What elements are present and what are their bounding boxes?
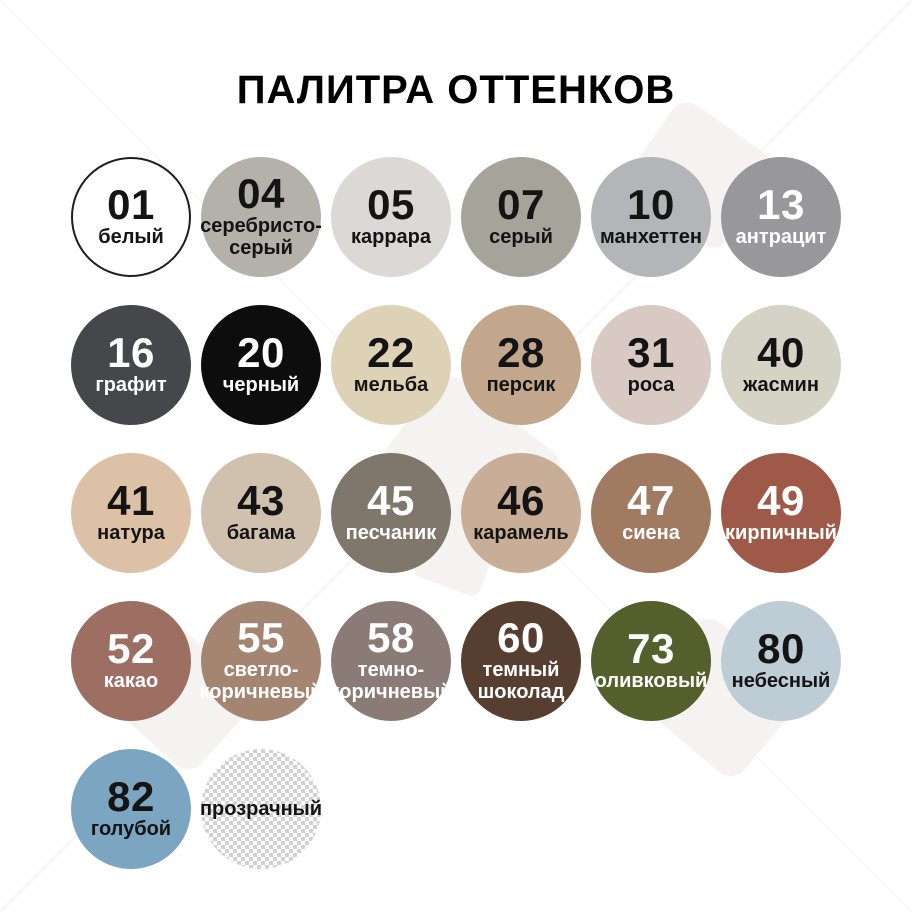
swatch-row-1: 01 белый 04 серебристо- серый 05 каррара… xyxy=(71,157,841,277)
swatch-20: 20 черный xyxy=(201,305,321,425)
swatch-49: 49 кирпичный xyxy=(721,453,841,573)
swatch-label: натура xyxy=(97,522,165,545)
swatch-28: 28 персик xyxy=(461,305,581,425)
swatch-label: антрацит xyxy=(735,226,827,249)
swatch-label: серый xyxy=(489,226,553,249)
swatch-label: манхеттен xyxy=(599,226,702,249)
swatch-label: багама xyxy=(226,522,296,545)
swatch-number: 73 xyxy=(627,625,675,673)
swatch-label: каррара xyxy=(350,226,432,249)
swatch-number: 58 xyxy=(367,614,415,662)
swatch-number: 82 xyxy=(107,773,155,821)
swatch-number: 31 xyxy=(627,329,675,377)
swatch-41: 41 натура xyxy=(71,453,191,573)
swatch-number: 52 xyxy=(107,625,155,673)
swatch-43: 43 багама xyxy=(201,453,321,573)
swatch-label: песчаник xyxy=(345,522,437,545)
swatch-number: 05 xyxy=(367,181,415,229)
swatch-55: 55 светло- коричневый xyxy=(199,601,323,721)
swatch-73: 73 оливковый xyxy=(591,601,711,721)
swatch-number: 16 xyxy=(107,329,155,377)
swatch-22: 22 мельба xyxy=(331,305,451,425)
swatch-label: оливковый xyxy=(594,670,708,693)
swatch-number: 13 xyxy=(757,181,805,229)
swatch-label: темный шоколад xyxy=(477,659,565,703)
swatch-31: 31 роса xyxy=(591,305,711,425)
swatch-label: мельба xyxy=(353,374,429,397)
swatch-47: 47 сиена xyxy=(591,453,711,573)
swatch-label: серебристо- серый xyxy=(200,215,322,259)
swatch-transparent: прозрачный xyxy=(199,749,323,869)
swatch-16: 16 графит xyxy=(71,305,191,425)
swatch-46: 46 карамель xyxy=(461,453,581,573)
swatch-number: 04 xyxy=(237,170,285,218)
swatch-label: кирпичный xyxy=(725,522,837,545)
page-title: ПАЛИТРА ОТТЕНКОВ xyxy=(236,68,676,112)
swatch-number: 60 xyxy=(497,614,545,662)
swatch-05: 05 каррара xyxy=(331,157,451,277)
swatch-52: 52 какао xyxy=(71,601,191,721)
swatch-number: 46 xyxy=(497,477,545,525)
swatch-label: темно- коричневый xyxy=(329,659,453,703)
swatch-row-5: 82 голубой прозрачный xyxy=(71,749,841,869)
swatch-number: 55 xyxy=(237,614,285,662)
swatch-label: прозрачный xyxy=(199,798,323,821)
swatch-label: черный xyxy=(222,374,300,397)
swatch-number: 10 xyxy=(627,181,675,229)
swatch-60: 60 темный шоколад xyxy=(461,601,581,721)
swatch-row-3: 41 натура 43 багама 45 песчаник 46 карам… xyxy=(71,453,841,573)
swatch-number: 28 xyxy=(497,329,545,377)
swatch-number: 22 xyxy=(367,329,415,377)
swatch-label: голубой xyxy=(90,818,172,841)
swatch-10: 10 манхеттен xyxy=(591,157,711,277)
swatch-number: 20 xyxy=(237,329,285,377)
swatch-number: 49 xyxy=(757,477,805,525)
swatch-01: 01 белый xyxy=(71,157,191,277)
swatch-number: 43 xyxy=(237,477,285,525)
swatch-label: персик xyxy=(486,374,556,397)
swatch-label: небесный xyxy=(731,670,831,693)
swatch-04: 04 серебристо- серый xyxy=(200,157,322,277)
swatch-82: 82 голубой xyxy=(71,749,191,869)
swatch-number: 45 xyxy=(367,477,415,525)
swatch-label: белый xyxy=(98,226,164,249)
swatch-row-4: 52 какао 55 светло- коричневый 58 темно-… xyxy=(71,601,841,721)
swatch-label: какао xyxy=(103,670,159,693)
swatch-grid: 01 белый 04 серебристо- серый 05 каррара… xyxy=(71,157,841,869)
swatch-40: 40 жасмин xyxy=(721,305,841,425)
swatch-45: 45 песчаник xyxy=(331,453,451,573)
swatch-label: жасмин xyxy=(743,374,819,397)
swatch-number: 01 xyxy=(107,181,155,229)
swatch-80: 80 небесный xyxy=(721,601,841,721)
swatch-label: графит xyxy=(95,374,167,397)
swatch-07: 07 серый xyxy=(461,157,581,277)
swatch-number: 47 xyxy=(627,477,675,525)
swatch-number: 80 xyxy=(757,625,805,673)
swatch-58: 58 темно- коричневый xyxy=(329,601,453,721)
swatch-13: 13 антрацит xyxy=(721,157,841,277)
swatch-label: роса xyxy=(627,374,675,397)
swatch-label: сиена xyxy=(622,522,680,545)
swatch-label: светло- коричневый xyxy=(199,659,323,703)
swatch-number: 40 xyxy=(757,329,805,377)
swatch-number: 41 xyxy=(107,477,155,525)
swatch-label: карамель xyxy=(473,522,569,545)
swatch-row-2: 16 графит 20 черный 22 мельба 28 персик … xyxy=(71,305,841,425)
swatch-number: 07 xyxy=(497,181,545,229)
